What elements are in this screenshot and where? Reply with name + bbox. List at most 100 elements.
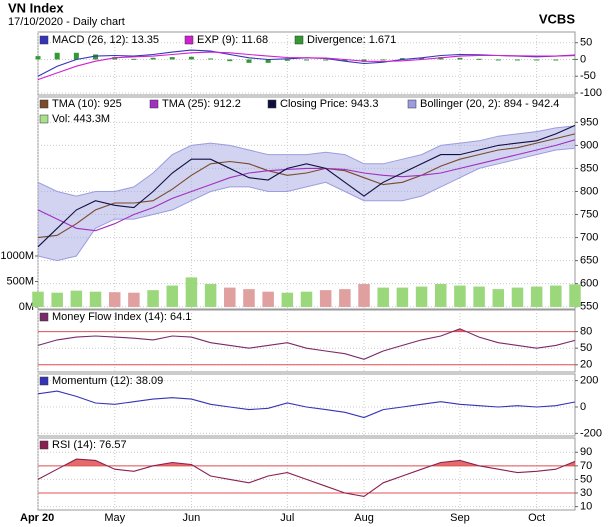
divergence-bar [35, 56, 41, 60]
volume-bar [224, 287, 236, 307]
y2-tick-label: 0M [19, 301, 34, 313]
y-tick-label: 850 [580, 162, 598, 174]
divergence-bar [265, 59, 271, 63]
y2-tick-label: 1000M [0, 250, 34, 262]
divergence-bar [323, 59, 329, 61]
legend-swatch [39, 35, 49, 45]
y-tick-label: 70 [580, 460, 592, 472]
legend-label: Vol: 443.3M [52, 113, 110, 125]
legend-label: Money Flow Index (14): 64.1 [52, 311, 191, 323]
divergence-bar [54, 52, 60, 60]
y-tick-label: 20 [580, 359, 592, 371]
y-tick-label: 50 [580, 37, 592, 49]
y-tick-label: 550 [580, 301, 598, 313]
volume-bar [415, 286, 428, 307]
volume-bar [51, 292, 63, 307]
volume-bar [300, 291, 313, 307]
legend-swatch [294, 35, 304, 45]
divergence-bar [227, 59, 233, 62]
series-line [37, 51, 576, 81]
volume-bar [550, 285, 562, 307]
y-tick-label: 90 [580, 446, 592, 458]
y-tick-label: 0 [580, 53, 586, 65]
y-tick-label: 30 [580, 487, 592, 499]
divergence-bar [150, 57, 156, 60]
x-tick-label: Sep [450, 512, 470, 524]
volume-bar [70, 290, 83, 307]
volume-bar [204, 284, 217, 307]
volume-bar [319, 290, 332, 307]
volume-bar [89, 291, 102, 307]
legend-label: Closing Price: 943.3 [280, 98, 378, 110]
volume-bar [185, 277, 198, 307]
volume-bar [530, 286, 543, 307]
band-upper [37, 125, 576, 197]
y-tick-label: 600 [580, 278, 598, 290]
x-tick-label: Jun [183, 512, 201, 524]
divergence-bar [208, 58, 214, 60]
legend-swatch [407, 99, 417, 109]
volume-bar [128, 292, 140, 307]
divergence-bar [304, 59, 309, 61]
volume-bar [147, 290, 159, 307]
legend-swatch [39, 440, 49, 450]
divergence-bar [131, 58, 137, 60]
series-line [37, 139, 576, 232]
band-lower [37, 147, 576, 262]
overbought-fill [63, 459, 575, 466]
divergence-bar [73, 52, 79, 60]
volume-bar [454, 285, 466, 307]
volume-bar [358, 284, 370, 307]
y-tick-label: -200 [580, 427, 602, 439]
y-tick-label: -100 [580, 87, 602, 99]
y-tick-label: 950 [580, 116, 598, 128]
y-tick-label: 0 [580, 401, 586, 413]
divergence-bar [553, 59, 559, 61]
legend-swatch [149, 99, 159, 109]
legend-swatch [39, 312, 49, 322]
legend-label: TMA (10): 925 [52, 98, 122, 110]
legend-swatch [39, 99, 49, 109]
legend-label: EXP (9): 11.68 [197, 34, 268, 46]
divergence-bar [419, 57, 425, 60]
series-line [37, 124, 576, 248]
divergence-bar [572, 58, 578, 60]
legend-label: MACD (26, 12): 13.35 [52, 34, 159, 46]
divergence-bar [399, 58, 405, 60]
divergence-bar [169, 57, 175, 60]
legend-label: TMA (25): 912.2 [162, 98, 241, 110]
legend-label: Divergence: 1.671 [307, 34, 396, 46]
volume-bar [434, 284, 447, 307]
x-tick-label: Apr 20 [20, 512, 54, 524]
legend-swatch [39, 376, 49, 386]
volume-bar [569, 284, 581, 307]
divergence-bar [476, 58, 482, 60]
x-tick-label: May [104, 512, 125, 524]
y-tick-label: 650 [580, 255, 598, 267]
overbought-fill [452, 328, 467, 332]
y-tick-label: -50 [580, 70, 596, 82]
divergence-bar [534, 59, 540, 61]
series-line [37, 133, 576, 239]
volume-bar [262, 291, 274, 307]
divergence-bar [495, 59, 501, 61]
y-tick-label: 750 [580, 208, 598, 220]
divergence-bar [457, 57, 463, 60]
legend-swatch [267, 99, 277, 109]
volume-bar [108, 292, 121, 307]
volume-bar [396, 287, 409, 307]
legend-label: Momentum (12): 38.09 [52, 375, 163, 387]
series-line [37, 458, 576, 497]
source: VCBS [539, 11, 575, 26]
legend-label: Bollinger (20, 2): 894 - 942.4 [420, 98, 559, 110]
divergence-bar [380, 59, 386, 61]
y-tick-label: 50 [580, 342, 592, 354]
y2-tick-label: 500M [6, 275, 34, 287]
series-line [37, 328, 576, 360]
y-tick-label: 800 [580, 185, 598, 197]
divergence-bar [514, 59, 520, 61]
legend-label: RSI (14): 76.57 [52, 439, 127, 451]
volume-bar [473, 286, 485, 307]
chart-title: VN Index [8, 0, 64, 15]
